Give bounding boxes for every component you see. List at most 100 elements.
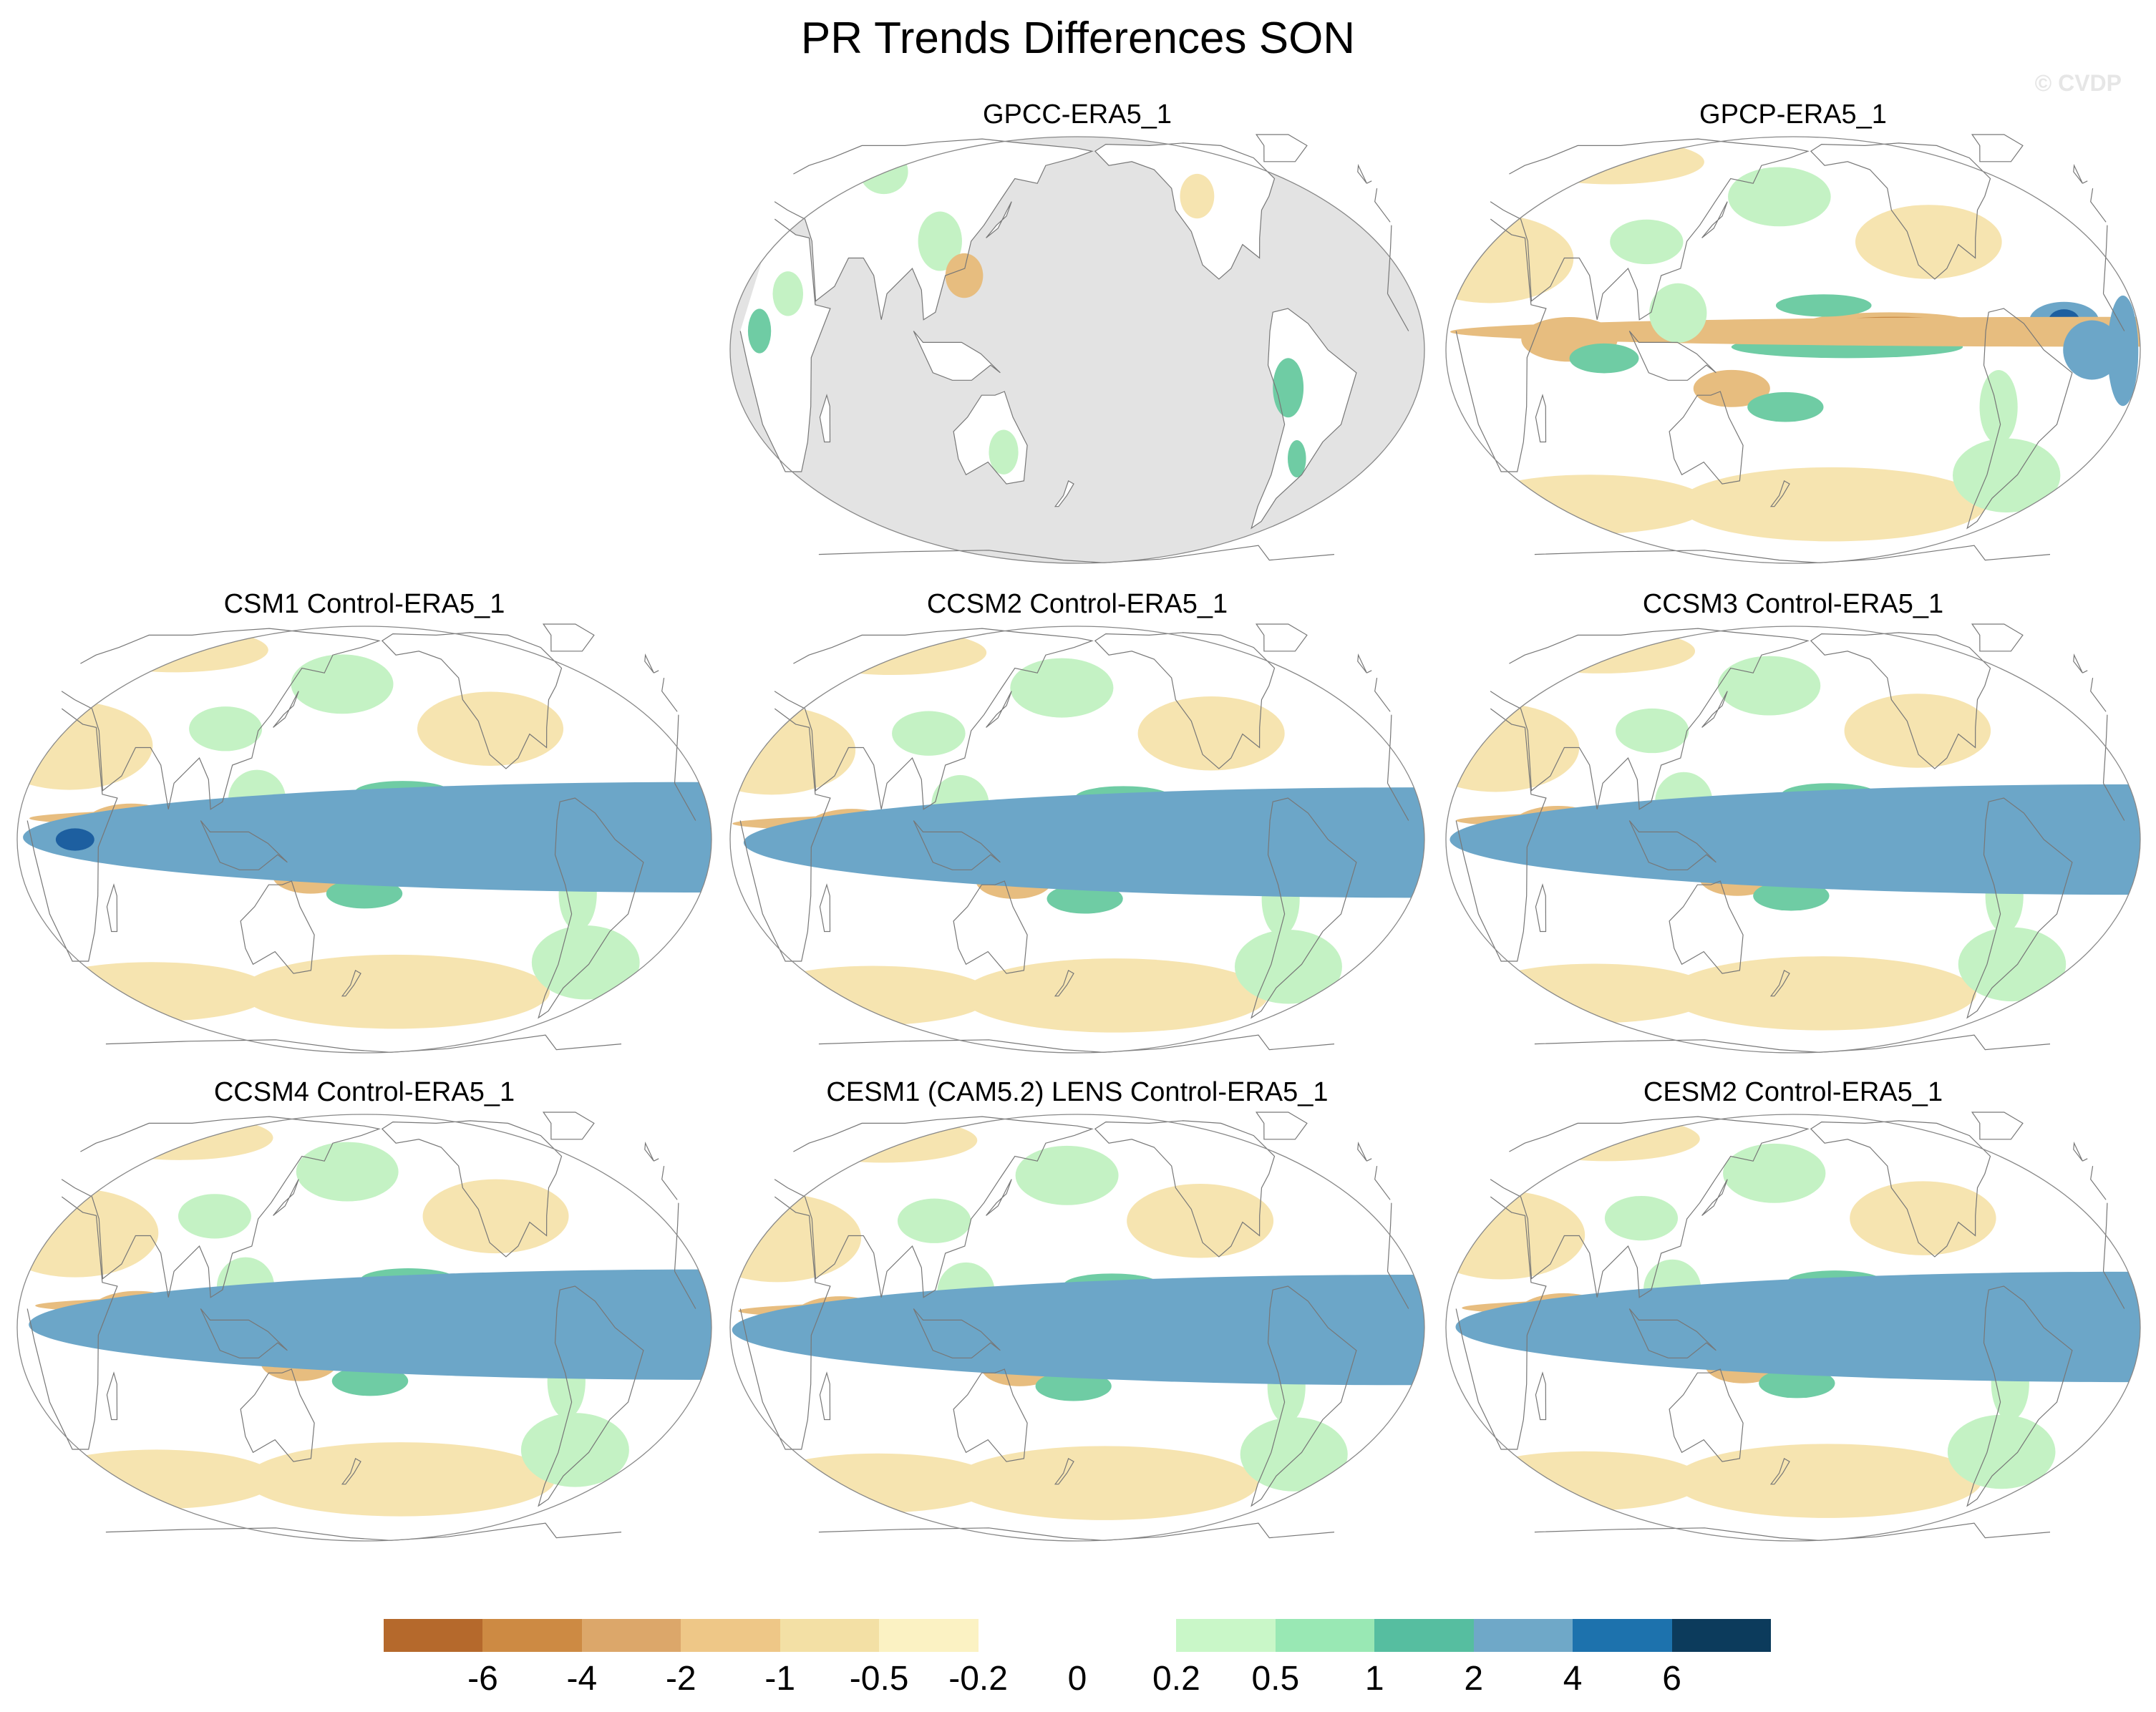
- anomaly-arctic-dry: [1517, 140, 1704, 185]
- map-border: [16, 1114, 712, 1542]
- anomaly-spcz-wet: [1747, 391, 1824, 422]
- island-greenland: [1971, 623, 2024, 652]
- island-japan: [986, 201, 1012, 238]
- anomaly-africa-wet: [747, 308, 772, 354]
- anomaly-npac-subtrop-dry: [1137, 696, 1285, 771]
- anomaly-spcz-dry: [1693, 369, 1770, 407]
- island-japan: [273, 1179, 299, 1216]
- continent-north-america: [1810, 632, 1991, 769]
- map-ccsm3: [1445, 623, 2141, 1054]
- colorbar-swatch: [581, 1619, 681, 1652]
- island-greenland: [1255, 623, 1308, 652]
- panel-title: CCSM2 Control-ERA5_1: [926, 589, 1228, 619]
- continent-eurasia: [774, 138, 1391, 321]
- island-uk: [1357, 653, 1372, 673]
- colorbar-swatch: [1275, 1619, 1375, 1652]
- island-indonesia: [913, 331, 1001, 381]
- colorbar-swatch: [1077, 1619, 1177, 1652]
- anomaly-siberia-wet: [860, 149, 908, 195]
- island-greenland: [542, 623, 595, 652]
- island-indonesia: [1628, 1308, 1716, 1358]
- anomaly-argentina-wet: [1287, 440, 1306, 477]
- anomaly-southern-dry: [241, 954, 550, 1029]
- anomaly-gulf-guinea-wet: [2107, 295, 2139, 407]
- anomaly-npac-wet: [296, 1142, 399, 1202]
- anomaly-arctic-dry: [798, 630, 987, 676]
- anomaly-southern-indian-dry: [758, 1453, 997, 1513]
- island-madagascar: [819, 883, 831, 933]
- continent-north-america: [1810, 142, 1991, 280]
- island-new-zealand: [1054, 480, 1074, 507]
- anomaly-spcz-wet: [326, 878, 403, 909]
- continent-north-america: [1810, 1120, 1991, 1258]
- anomaly-spcz-wet: [1753, 880, 1830, 911]
- island-indonesia: [913, 820, 1001, 870]
- anomaly-npac-subtrop-dry: [1855, 205, 2002, 279]
- continent-south-america: [538, 1285, 644, 1507]
- anomaly-npac-subtrop-dry: [1850, 1181, 1996, 1255]
- continent-south-america: [1251, 797, 1357, 1019]
- continent-south-america: [538, 797, 644, 1019]
- anomaly-npac-subtrop-dry: [1127, 1184, 1274, 1258]
- continent-north-america: [381, 632, 563, 769]
- island-indonesia: [1628, 820, 1716, 870]
- continent-north-america: [1094, 632, 1276, 769]
- continent-north-america: [381, 1120, 563, 1258]
- island-new-zealand: [341, 970, 361, 997]
- panel-csm1: CSM1 Control-ERA5_1: [10, 587, 719, 1058]
- map-border: [729, 626, 1425, 1054]
- island-japan: [1701, 1179, 1728, 1216]
- continent-africa: [1455, 218, 2125, 472]
- colorbar-swatch: [978, 1619, 1078, 1652]
- anomaly-spcz-wet: [331, 1366, 409, 1396]
- continent-eurasia: [61, 628, 678, 810]
- anomaly-satl-wet: [1234, 930, 1342, 1004]
- colorbar-swatch: [879, 1619, 979, 1652]
- anomaly-npac-wet: [1723, 1143, 1826, 1203]
- colorbar-swatch: [1473, 1619, 1573, 1652]
- continent-africa: [739, 1196, 1409, 1450]
- island-japan: [1701, 691, 1728, 728]
- anomaly-southern-dry: [1668, 956, 1976, 1031]
- island-greenland: [1971, 1112, 2024, 1140]
- anomaly-southern-dry: [961, 958, 1268, 1033]
- island-new-zealand: [1054, 970, 1074, 997]
- colorbar-tick-label: -0.5: [849, 1660, 909, 1698]
- colorbar-tick-label: 6: [1662, 1660, 1681, 1698]
- map-border: [729, 1114, 1425, 1542]
- map-border: [16, 626, 712, 1054]
- colorbar-tick-label: -1: [764, 1660, 796, 1698]
- continent-africa: [739, 708, 1409, 962]
- island-japan: [1701, 201, 1728, 238]
- map-gpcc: [729, 134, 1425, 564]
- island-greenland: [542, 1112, 595, 1140]
- colorbar-tick-label: 0: [1067, 1660, 1087, 1698]
- colorbar-swatch: [1573, 1619, 1673, 1652]
- anomaly-southern-indian-dry: [1464, 1451, 1704, 1511]
- island-uk: [2073, 1141, 2088, 1162]
- anomaly-na-dry: [1180, 173, 1215, 219]
- anomaly-southern-indian-dry: [1470, 475, 1709, 535]
- anomaly-indian-wet: [1569, 343, 1639, 374]
- anomaly-npac-subtrop-dry: [422, 1179, 569, 1254]
- colorbar-swatch: [384, 1619, 483, 1652]
- colorbar-swatch: [482, 1619, 583, 1652]
- anomaly-asia-wet: [1610, 219, 1684, 265]
- panel-title: CCSM4 Control-ERA5_1: [213, 1077, 515, 1107]
- anomaly-npac-wet: [291, 654, 394, 714]
- island-japan: [986, 1179, 1012, 1216]
- island-madagascar: [1535, 394, 1547, 443]
- panel-cesm2: CESM2 Control-ERA5_1: [1439, 1075, 2147, 1546]
- continent-north-america: [1094, 142, 1276, 280]
- colorbar-swatch: [1176, 1619, 1276, 1652]
- colorbar-tick-label: 4: [1563, 1660, 1583, 1698]
- anomaly-sahel-wet: [772, 271, 804, 316]
- continent-africa: [26, 708, 696, 962]
- continent-australia: [1669, 880, 1744, 974]
- anomaly-amazon-wet: [1273, 358, 1304, 418]
- continent-south-america: [1966, 308, 2073, 530]
- panel-cesm1: CESM1 (CAM5.2) LENS Control-ERA5_1: [723, 1075, 1432, 1546]
- island-japan: [986, 691, 1012, 728]
- anomaly-npac-wet: [1728, 167, 1831, 227]
- continent-south-america: [1251, 1285, 1357, 1507]
